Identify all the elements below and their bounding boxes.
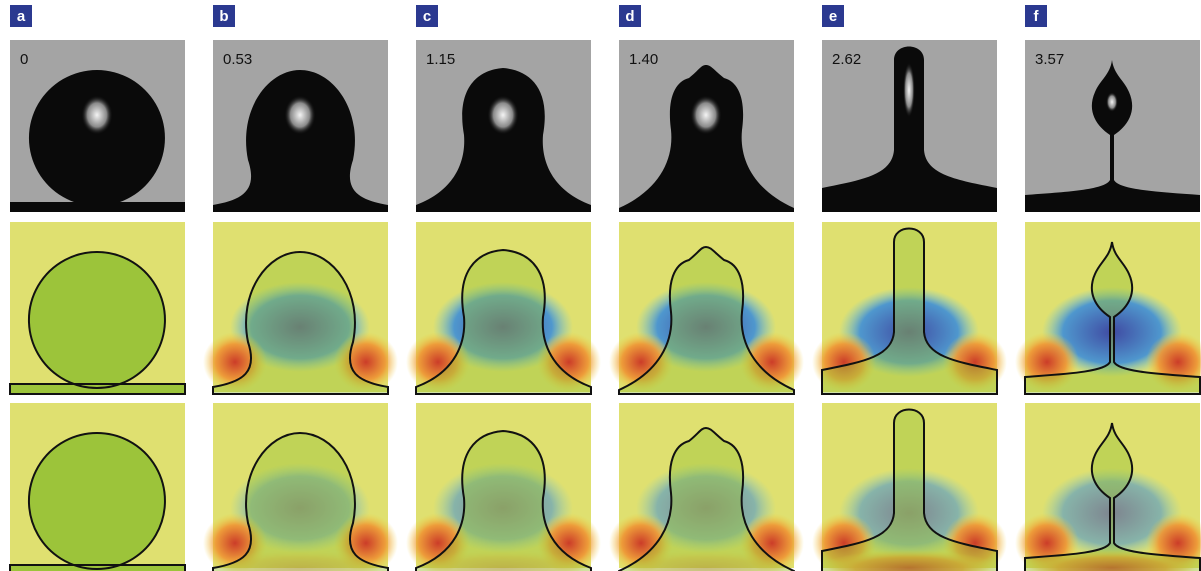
panel-column: b 0.53: [203, 5, 398, 571]
field-high: [943, 332, 1007, 392]
time-label: 1.40: [629, 51, 658, 68]
panel-label: e: [829, 8, 837, 25]
field-high: [609, 332, 673, 392]
field-high: [334, 332, 398, 392]
drop-highlight: [690, 95, 722, 135]
panel-label: d: [625, 8, 634, 25]
simulation: [203, 222, 398, 395]
drop-highlight: [487, 95, 519, 135]
panel-column: c 1.15: [406, 5, 601, 571]
interface: [618, 426, 795, 571]
drop-silhouette: [213, 70, 388, 212]
interface: [618, 245, 795, 395]
simulation: [9, 222, 186, 395]
interface: [9, 432, 186, 571]
panel-label: a: [17, 8, 26, 25]
interface: [212, 431, 389, 571]
time-label: 3.57: [1035, 51, 1064, 68]
interface: [415, 248, 592, 395]
time-label: 0: [20, 51, 28, 68]
simulation: [1015, 222, 1201, 395]
simulation: [812, 222, 1007, 395]
drop-highlight: [903, 62, 915, 118]
photo: 1.15: [416, 40, 591, 212]
interface: [821, 227, 998, 395]
panel-label-box: [619, 5, 641, 27]
panel-label-box: [1025, 5, 1047, 27]
drop-highlight: [1106, 92, 1118, 112]
panel-label: c: [423, 8, 431, 25]
simulation: [812, 403, 1007, 571]
panel-label-box: [822, 5, 844, 27]
time-label: 0.53: [223, 51, 252, 68]
time-label: 2.62: [832, 51, 861, 68]
time-label: 1.15: [426, 51, 455, 68]
drop-highlight: [284, 95, 316, 135]
field-high: [537, 332, 601, 392]
field-high: [203, 332, 267, 392]
simulation: [9, 403, 186, 571]
simulation: [1015, 403, 1201, 571]
field-high: [210, 550, 390, 571]
panel-label-box: [213, 5, 235, 27]
field-low: [230, 463, 370, 553]
simulation: [609, 403, 804, 571]
drop-silhouette: [416, 68, 591, 212]
photo: 1.40: [619, 40, 794, 212]
photo: 0: [10, 40, 185, 212]
drop-highlight: [81, 95, 113, 135]
field-high: [819, 550, 999, 571]
panel-label: b: [219, 8, 228, 25]
photo: 0.53: [213, 40, 388, 212]
field-high: [616, 550, 796, 571]
interface: [1024, 241, 1201, 395]
simulation: [203, 403, 398, 571]
simulation: [406, 403, 601, 571]
panel-column: e 2.62: [812, 5, 1007, 571]
field-high: [413, 550, 593, 571]
panel-label-box: [416, 5, 438, 27]
interface: [212, 250, 389, 395]
drop-silhouette: [1025, 60, 1200, 212]
field-high: [406, 332, 470, 392]
photo: 3.57: [1025, 40, 1200, 212]
field-low: [433, 463, 573, 553]
interface: [415, 429, 592, 571]
field-high: [740, 332, 804, 392]
interface: [9, 251, 186, 395]
panel-label-box: [10, 5, 32, 27]
panel-column: d 1.40: [609, 5, 804, 571]
simulation: [406, 222, 601, 395]
field-low: [230, 282, 370, 372]
panel-column: a0: [9, 5, 186, 571]
field-low: [433, 282, 573, 372]
drop-silhouette: [822, 46, 997, 212]
interface: [1024, 422, 1201, 571]
drop-silhouette: [619, 65, 794, 212]
interface: [821, 408, 998, 571]
drop-silhouette: [10, 70, 185, 212]
field-high: [812, 332, 876, 392]
panel-label: f: [1034, 8, 1040, 25]
panel-column: f 3.57: [1015, 5, 1201, 571]
photo: 2.62: [822, 40, 997, 212]
simulation: [609, 222, 804, 395]
